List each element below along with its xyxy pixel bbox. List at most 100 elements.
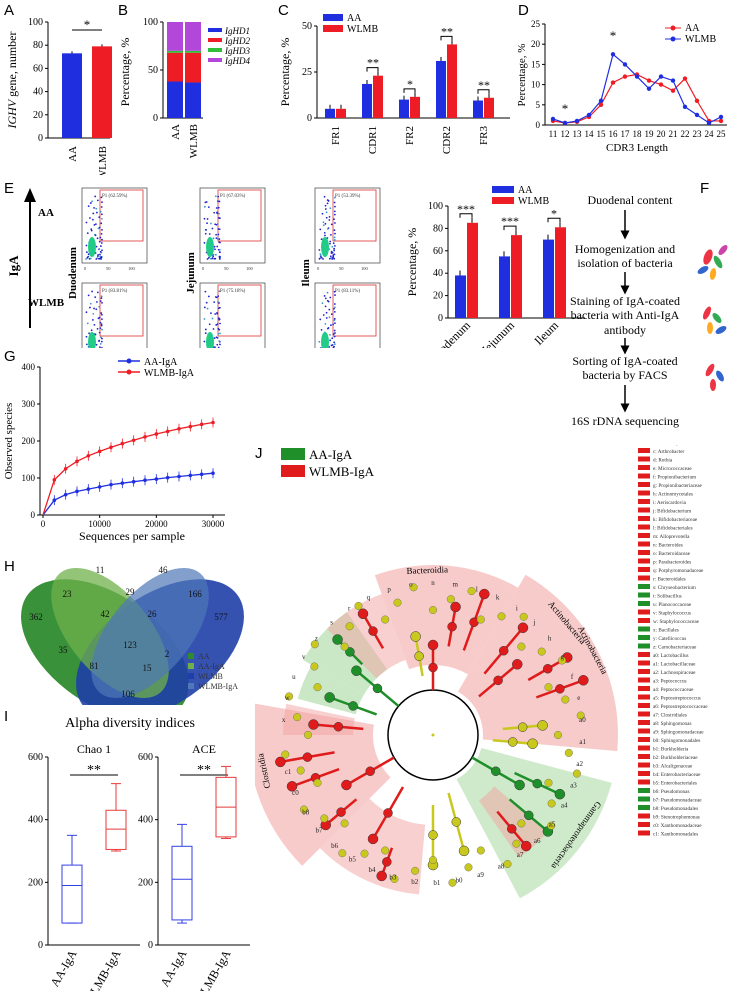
clade-key-swatch bbox=[638, 567, 650, 572]
facs-dot bbox=[318, 257, 321, 260]
clade-node bbox=[542, 664, 553, 674]
i-box bbox=[171, 845, 193, 921]
venn-legend-label: AA bbox=[198, 652, 210, 661]
clade-node-letter: b7 bbox=[315, 826, 323, 834]
facs-dot bbox=[101, 217, 103, 220]
facs-dot bbox=[203, 217, 206, 220]
facs-dot bbox=[95, 258, 98, 260]
clade-node bbox=[367, 833, 379, 845]
e-aa-label: AA bbox=[38, 207, 54, 219]
facs-dot bbox=[214, 253, 217, 256]
clade-key-swatch bbox=[638, 643, 650, 649]
facs-dot bbox=[99, 245, 102, 247]
facs-dot bbox=[334, 322, 336, 324]
clade-key-swatch bbox=[638, 822, 650, 827]
d-point bbox=[670, 88, 676, 93]
facs-dot bbox=[319, 347, 322, 348]
g-x-tick-label: 30000 bbox=[202, 519, 225, 529]
b-x-label: WLMB bbox=[188, 124, 200, 158]
venn-count: 46 bbox=[159, 565, 169, 575]
facs-dot bbox=[206, 307, 209, 310]
d-legend-marker bbox=[670, 25, 676, 31]
facs-dot bbox=[100, 213, 103, 216]
clade-node bbox=[302, 752, 313, 762]
facs-dot bbox=[219, 251, 221, 254]
clade-node bbox=[447, 621, 457, 632]
facs-dot bbox=[89, 306, 91, 309]
d-point bbox=[586, 112, 592, 118]
facs-dot bbox=[204, 232, 207, 235]
facs-dot bbox=[333, 329, 336, 332]
clade-leaf bbox=[503, 860, 512, 869]
clade-key-swatch bbox=[638, 473, 650, 479]
i0-y-tick-label: 400 bbox=[28, 815, 43, 826]
clade-node bbox=[520, 840, 532, 852]
clade-node-letter: a8 bbox=[498, 863, 505, 871]
d-x-tick-label: 17 bbox=[621, 129, 631, 139]
i-box bbox=[105, 809, 127, 850]
clade-node-letter: i bbox=[516, 605, 518, 613]
facs-dot bbox=[214, 248, 216, 251]
facs-density bbox=[321, 332, 329, 348]
panel-letter-b: B bbox=[118, 2, 129, 19]
clade-leaf bbox=[381, 615, 390, 624]
d-point bbox=[682, 76, 688, 81]
clade-shade-actinobacteria bbox=[458, 574, 618, 752]
facs-dot bbox=[217, 233, 220, 236]
clade-leaf bbox=[464, 863, 473, 872]
clade-root-node bbox=[431, 733, 435, 737]
panel-letter-c: C bbox=[278, 2, 289, 19]
g-y-tick-label: 300 bbox=[22, 399, 36, 409]
facs-dot bbox=[326, 202, 329, 205]
flow-step-1: Duodenal content bbox=[587, 193, 673, 207]
a-sig-label: * bbox=[84, 17, 91, 32]
clade-key-swatch bbox=[638, 686, 650, 691]
venn-count: 15 bbox=[143, 663, 153, 673]
facs-dot bbox=[325, 211, 328, 214]
clade-node bbox=[451, 817, 462, 827]
facs-dot bbox=[215, 233, 218, 236]
clade-key-swatch bbox=[638, 788, 650, 793]
clade-key-label: o: Bacteroidaceae bbox=[653, 551, 691, 557]
facs-axis-tick: 100 bbox=[246, 266, 254, 271]
clade-node-letter: w bbox=[285, 694, 291, 702]
facs-dot bbox=[99, 255, 102, 258]
facs-dot bbox=[100, 206, 103, 208]
clade-leaf bbox=[360, 849, 369, 858]
facs-dot bbox=[85, 258, 87, 260]
clade-key-label: a2: Lachnospiraceae bbox=[653, 670, 696, 676]
d-y-label: Percentage, % bbox=[516, 44, 528, 107]
facs-dot bbox=[330, 324, 332, 327]
facs-dot bbox=[319, 228, 322, 231]
facs-dot bbox=[328, 257, 331, 260]
facs-dot bbox=[205, 301, 208, 304]
clade-leaf bbox=[281, 750, 290, 759]
chart-a-ighv-gene: 0 20 40 60 80 100 AA WLMB * IGHV gene, number bbox=[5, 17, 112, 175]
clade-key-label: x: Bacillales bbox=[653, 628, 679, 634]
facs-axis-tick: 0 bbox=[202, 266, 205, 271]
b-y-label: Percentage, % bbox=[118, 38, 132, 107]
facs-dot bbox=[88, 332, 90, 335]
facs-dot bbox=[327, 300, 330, 303]
facs-dot bbox=[333, 257, 336, 260]
clade-node-letter: k bbox=[496, 594, 500, 602]
d-x-tick-label: 22 bbox=[681, 129, 690, 139]
a-bar-WLMB bbox=[92, 46, 112, 138]
g-legend-label: WLMB-IgA bbox=[144, 368, 195, 379]
clade-key-swatch bbox=[638, 456, 650, 462]
facs-dot bbox=[334, 332, 336, 334]
clade-key-swatch bbox=[638, 490, 650, 496]
facs-dot bbox=[324, 204, 327, 207]
b-legend-swatch bbox=[208, 48, 222, 52]
facs-dot bbox=[203, 340, 206, 343]
c-bar bbox=[336, 108, 346, 118]
clade-key-swatch bbox=[638, 584, 650, 589]
clade-node bbox=[368, 626, 378, 636]
e-legend-label: AA bbox=[518, 185, 533, 196]
facs-dot bbox=[318, 340, 321, 343]
facs-dot bbox=[96, 327, 99, 330]
bacteria-icon-3 bbox=[705, 363, 724, 391]
clade-key-label: b7: Pseudomonadaceae bbox=[653, 798, 702, 804]
facs-dot bbox=[212, 237, 215, 240]
